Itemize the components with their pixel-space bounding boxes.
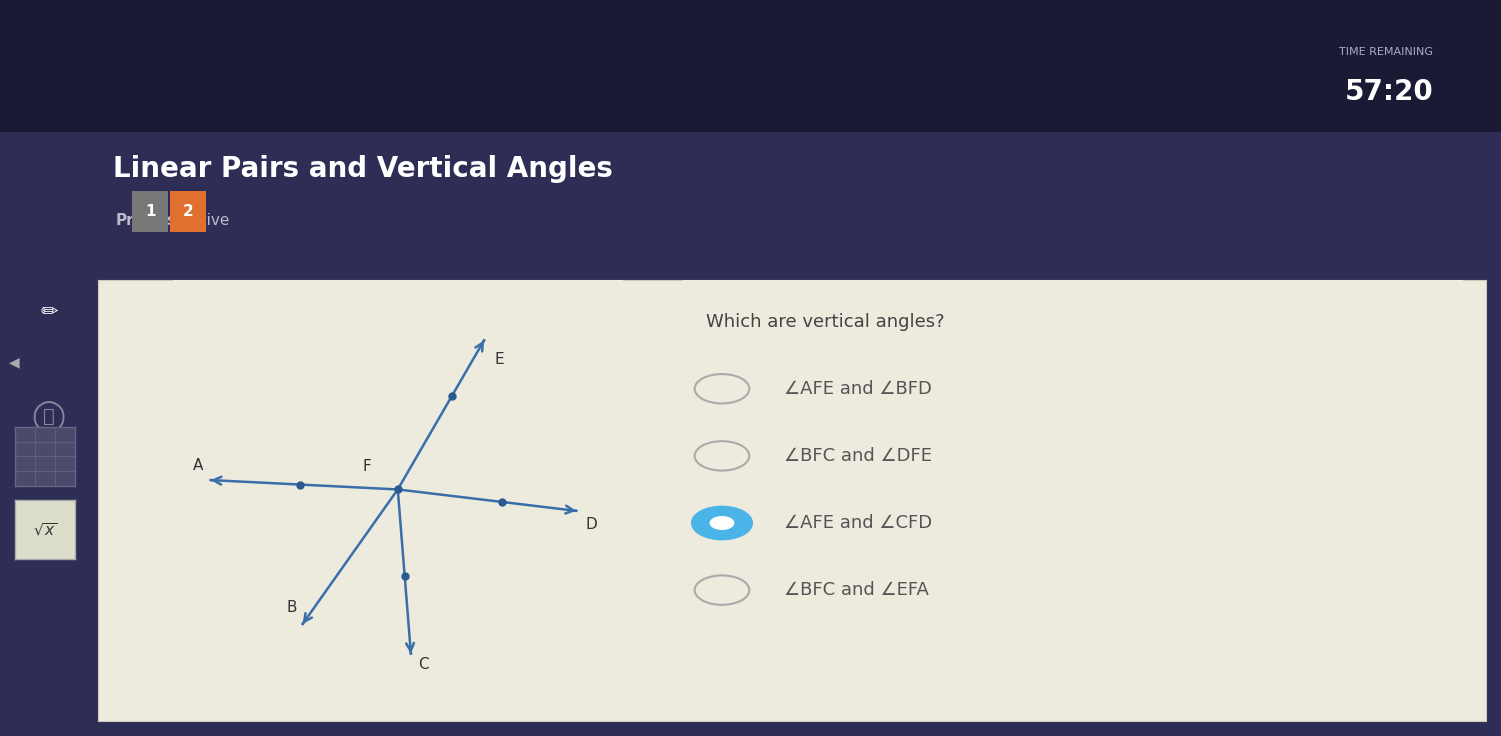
Point <box>288 478 312 490</box>
Text: 1: 1 <box>146 204 155 219</box>
Text: 2: 2 <box>182 204 194 219</box>
Circle shape <box>710 517 734 529</box>
Text: ◯: ◯ <box>32 400 66 433</box>
Point <box>489 496 513 508</box>
Point <box>440 390 464 402</box>
Text: 57:20: 57:20 <box>1345 78 1433 106</box>
Text: ∠BFC and ∠EFA: ∠BFC and ∠EFA <box>785 581 929 599</box>
Text: ∠AFE and ∠CFD: ∠AFE and ∠CFD <box>785 514 932 532</box>
Point <box>386 484 410 495</box>
Text: E: E <box>495 353 504 367</box>
Text: ✏: ✏ <box>41 302 57 322</box>
Text: Which are vertical angles?: Which are vertical angles? <box>707 314 946 331</box>
Circle shape <box>692 507 752 539</box>
Text: Pre-Test: Pre-Test <box>116 213 185 228</box>
Text: Active: Active <box>183 213 231 228</box>
Point <box>393 570 417 582</box>
Text: ∠AFE and ∠BFD: ∠AFE and ∠BFD <box>785 380 932 397</box>
Text: D: D <box>585 517 597 532</box>
Text: Linear Pairs and Vertical Angles: Linear Pairs and Vertical Angles <box>113 155 612 183</box>
Text: ⌒: ⌒ <box>44 407 54 426</box>
Text: $\sqrt{x}$: $\sqrt{x}$ <box>33 521 57 539</box>
Text: F: F <box>362 459 371 475</box>
Text: ◀: ◀ <box>9 355 20 369</box>
Text: ∠BFC and ∠DFE: ∠BFC and ∠DFE <box>785 447 932 465</box>
Text: B: B <box>287 600 297 615</box>
Text: C: C <box>419 657 429 672</box>
Text: TIME REMAINING: TIME REMAINING <box>1339 46 1433 57</box>
Text: A: A <box>192 458 203 473</box>
